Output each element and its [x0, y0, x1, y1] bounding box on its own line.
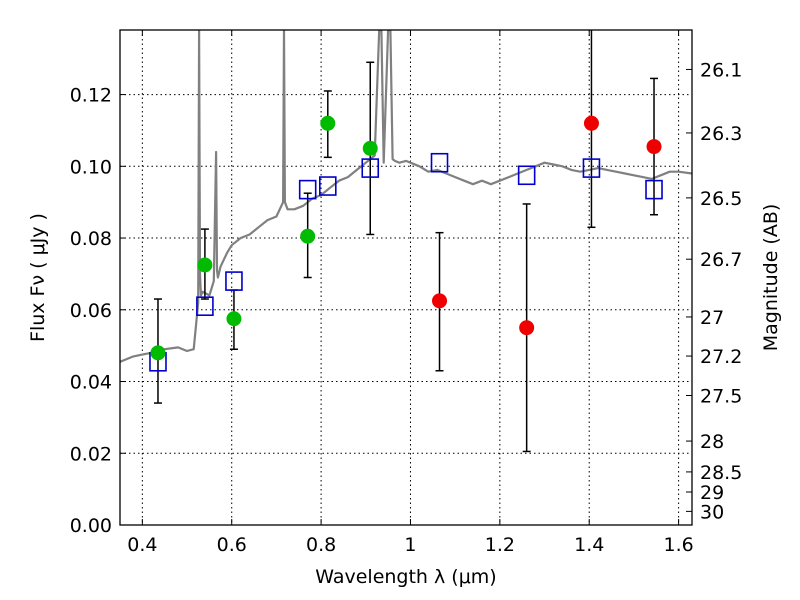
- model-square-marker: [645, 179, 663, 200]
- model-square-marker: [430, 152, 449, 173]
- red-data-point: [432, 293, 448, 309]
- green-data-point: [197, 257, 213, 273]
- x-tick-label: 0.6: [217, 534, 247, 556]
- right-tick-label: 29: [700, 482, 724, 504]
- x-tick-label: 1.4: [574, 534, 604, 556]
- grid-lines: [120, 30, 692, 525]
- model-square-marker: [582, 158, 601, 178]
- x-tick-label: 0.4: [127, 534, 157, 556]
- y-axis-label: Flux Fν ( μJy ): [27, 213, 49, 342]
- red-data-point: [646, 139, 662, 155]
- y-tick-label: 0.04: [70, 372, 112, 394]
- green-data-point: [300, 228, 316, 244]
- tick-labels: 0.4 0.6 0.8 1 1.2 1.4 1.6 0.00 0.02 0.04 0.06 0.08 0…: [70, 59, 743, 556]
- y-tick-label: 0.12: [70, 85, 112, 107]
- axis-ticks: [120, 30, 692, 526]
- green-data-point: [320, 115, 336, 131]
- model-square-marker: [225, 271, 243, 291]
- y-tick-label: 0.10: [70, 156, 112, 178]
- green-data-point: [226, 311, 242, 327]
- spectrum-layer: [120, 30, 692, 363]
- x-tick-label: 1.2: [485, 534, 515, 556]
- model-square-marker: [361, 158, 380, 178]
- spectrum-line: [120, 30, 692, 363]
- right-tick-label: 26.1: [700, 59, 742, 81]
- right-tick-label: 26.7: [700, 249, 742, 271]
- x-axis-label: Wavelength λ (μm): [315, 566, 496, 588]
- y-axis-right-label: Magnitude (AB): [760, 204, 782, 352]
- plot-frame: [119, 29, 693, 526]
- errorbar-layer: [153, 30, 659, 453]
- right-tick-label: 28.5: [700, 462, 742, 484]
- right-tick-label: 28: [700, 431, 724, 453]
- right-tick-label: 27: [700, 307, 724, 329]
- y-tick-label: 0.00: [70, 515, 112, 537]
- model-square-marker: [196, 296, 214, 316]
- model-square-marker: [318, 176, 337, 196]
- red-data-point: [583, 115, 599, 131]
- right-tick-label: 27.2: [700, 346, 742, 368]
- x-tick-label: 1.6: [663, 534, 693, 556]
- model-square-marker: [298, 179, 317, 200]
- right-tick-label: 26.5: [700, 188, 742, 210]
- y-tick-label: 0.06: [70, 300, 112, 322]
- x-tick-label: 1: [404, 534, 416, 556]
- green-data-point: [362, 140, 378, 156]
- green-data-point: [150, 345, 166, 361]
- right-tick-label: 26.3: [700, 123, 742, 145]
- y-tick-label: 0.08: [70, 228, 112, 250]
- model-square-marker: [517, 165, 536, 186]
- right-tick-label: 27.5: [700, 386, 742, 408]
- y-tick-label: 0.02: [70, 443, 112, 465]
- red-data-point: [519, 320, 535, 336]
- right-tick-label: 30: [700, 501, 724, 523]
- x-tick-label: 0.8: [306, 534, 336, 556]
- marker-layer: [149, 115, 663, 372]
